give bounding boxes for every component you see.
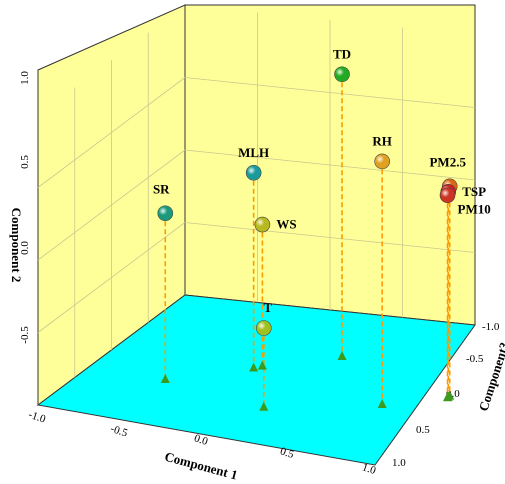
x-tick-label: -0.5 xyxy=(109,423,130,440)
point-label: SR xyxy=(153,181,170,196)
point-label: PM2.5 xyxy=(429,154,466,169)
grid-lines xyxy=(37,12,476,378)
data-point xyxy=(245,164,262,181)
x-tick-label: -1.0 xyxy=(27,409,48,426)
y-tick-label: -0.5 xyxy=(19,326,31,344)
y-tick-label: 0.5 xyxy=(19,155,31,169)
point-labels: TD RH MLH SR WS T PM2.5 TSP PM10 xyxy=(153,46,491,315)
x-axis-ticks: -1.0 -0.5 0.0 0.5 1.0 xyxy=(27,409,378,477)
point-label: MLH xyxy=(238,145,269,160)
point-label: PM10 xyxy=(458,201,491,216)
data-point xyxy=(254,216,271,233)
floor-marker xyxy=(259,401,269,411)
data-points xyxy=(157,66,458,336)
z-tick-label: -0.5 xyxy=(466,353,484,365)
point-label: RH xyxy=(372,133,392,148)
floor-marker xyxy=(160,374,170,383)
floor-marker xyxy=(257,360,267,370)
x-axis-title: Component 1 xyxy=(163,449,239,483)
point-label: T xyxy=(263,300,272,315)
grid-line xyxy=(37,77,186,188)
point-label: TD xyxy=(333,46,351,61)
z-tick-label: -1.0 xyxy=(482,321,500,333)
plot-box xyxy=(36,4,476,466)
y-axis-ticks: -0.5 0.0 0.5 1.0 xyxy=(19,71,31,344)
floor-marker xyxy=(443,392,453,402)
z-axis-title: Component3 xyxy=(476,340,505,413)
floor-marker xyxy=(249,362,259,372)
grid-line xyxy=(184,77,476,108)
x-tick-label: 0.5 xyxy=(279,445,296,461)
data-point xyxy=(439,187,456,204)
data-point xyxy=(374,153,390,170)
floor xyxy=(36,294,476,466)
floor-marker xyxy=(337,351,347,360)
y-tick-label: 1.0 xyxy=(19,71,31,85)
z-tick-label: 1.0 xyxy=(392,457,406,469)
data-point xyxy=(157,205,174,222)
y-axis-title: Component 2 xyxy=(9,208,24,283)
floor-markers xyxy=(160,351,455,411)
drop-lines xyxy=(164,74,451,408)
point-label: WS xyxy=(276,217,296,232)
point-label: TSP xyxy=(462,184,486,199)
z-tick-label: 0.5 xyxy=(416,424,430,436)
data-point xyxy=(255,320,272,336)
x-tick-label: 0.0 xyxy=(193,432,210,448)
data-point xyxy=(334,66,350,83)
floor-marker xyxy=(377,399,387,408)
y-tick-label: 0.0 xyxy=(19,241,31,255)
x-tick-label: 1.0 xyxy=(361,461,378,477)
